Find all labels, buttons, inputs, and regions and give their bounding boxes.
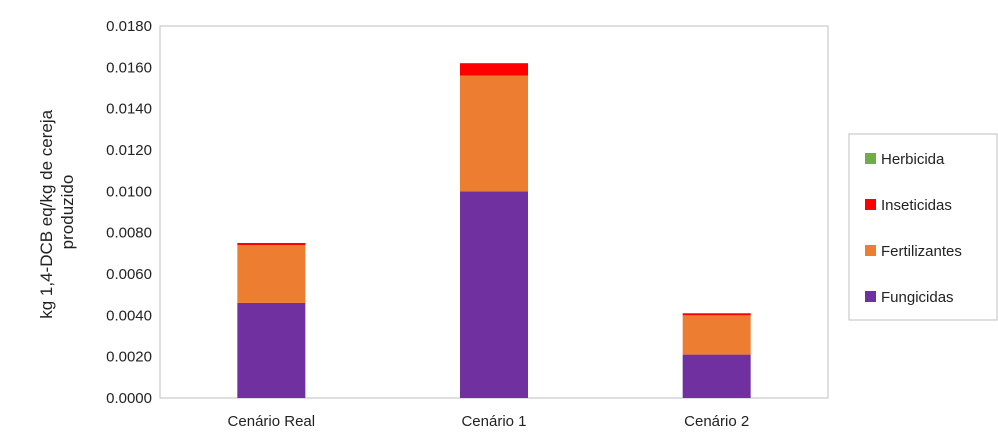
y-tick-label-2: 0.0040 bbox=[106, 307, 152, 324]
y-axis-title: kg 1,4-DCB eq/kg de cereja produzido bbox=[37, 105, 77, 319]
bar-inseticidas-cenario-2 bbox=[682, 313, 751, 316]
legend-frame bbox=[848, 133, 998, 321]
legend-swatch-inseticidas bbox=[865, 199, 876, 210]
bar-fungicidas-cenario-1 bbox=[460, 191, 528, 398]
legend-label-herbicida: Herbicida bbox=[881, 151, 945, 168]
bar-fungicidas-cenario-real bbox=[237, 302, 306, 398]
y-axis-title-line-2: produzido bbox=[58, 175, 77, 250]
bars bbox=[237, 63, 751, 398]
y-tick-label-9: 0.0180 bbox=[106, 18, 152, 35]
x-tick-label-cenario-2: Cenário 2 bbox=[684, 413, 749, 430]
legend-swatch-herbicida bbox=[865, 153, 876, 164]
legend-label-inseticidas: Inseticidas bbox=[881, 197, 952, 214]
y-tick-label-7: 0.0140 bbox=[106, 101, 152, 118]
y-tick-label-3: 0.0060 bbox=[106, 266, 152, 283]
bar-fertilizantes-cenario-2 bbox=[682, 315, 751, 355]
legend-swatch-fungicidas bbox=[865, 291, 876, 302]
y-tick-label-0: 0.0000 bbox=[106, 390, 152, 407]
y-tick-label-6: 0.0120 bbox=[106, 142, 152, 159]
bar-fungicidas-cenario-2 bbox=[682, 354, 751, 398]
y-axis-title-line-1: kg 1,4-DCB eq/kg de cereja bbox=[37, 109, 56, 318]
y-tick-label-5: 0.0100 bbox=[106, 183, 152, 200]
x-tick-label-cenario-real: Cenário Real bbox=[228, 413, 316, 430]
legend-swatch-fertilizantes bbox=[865, 245, 876, 256]
x-axis: Cenário Real Cenário 1 Cenário 2 bbox=[228, 413, 750, 430]
y-tick-label-8: 0.0160 bbox=[106, 59, 152, 76]
legend: Herbicida Inseticidas Fertilizantes Fungici… bbox=[848, 133, 998, 321]
bar-inseticidas-cenario-real bbox=[237, 243, 306, 246]
bar-fertilizantes-cenario-real bbox=[237, 245, 306, 303]
y-tick-label-4: 0.0080 bbox=[106, 225, 152, 242]
y-axis: 0.0000 0.0020 0.0040 0.0060 0.0080 0.0100 0.01… bbox=[106, 18, 152, 407]
bar-fertilizantes-cenario-1 bbox=[460, 75, 528, 192]
x-tick-label-cenario-1: Cenário 1 bbox=[461, 413, 526, 430]
legend-label-fertilizantes: Fertilizantes bbox=[881, 243, 962, 260]
y-tick-label-1: 0.0020 bbox=[106, 349, 152, 366]
bar-inseticidas-cenario-1 bbox=[460, 63, 528, 76]
legend-label-fungicidas: Fungicidas bbox=[881, 289, 954, 306]
